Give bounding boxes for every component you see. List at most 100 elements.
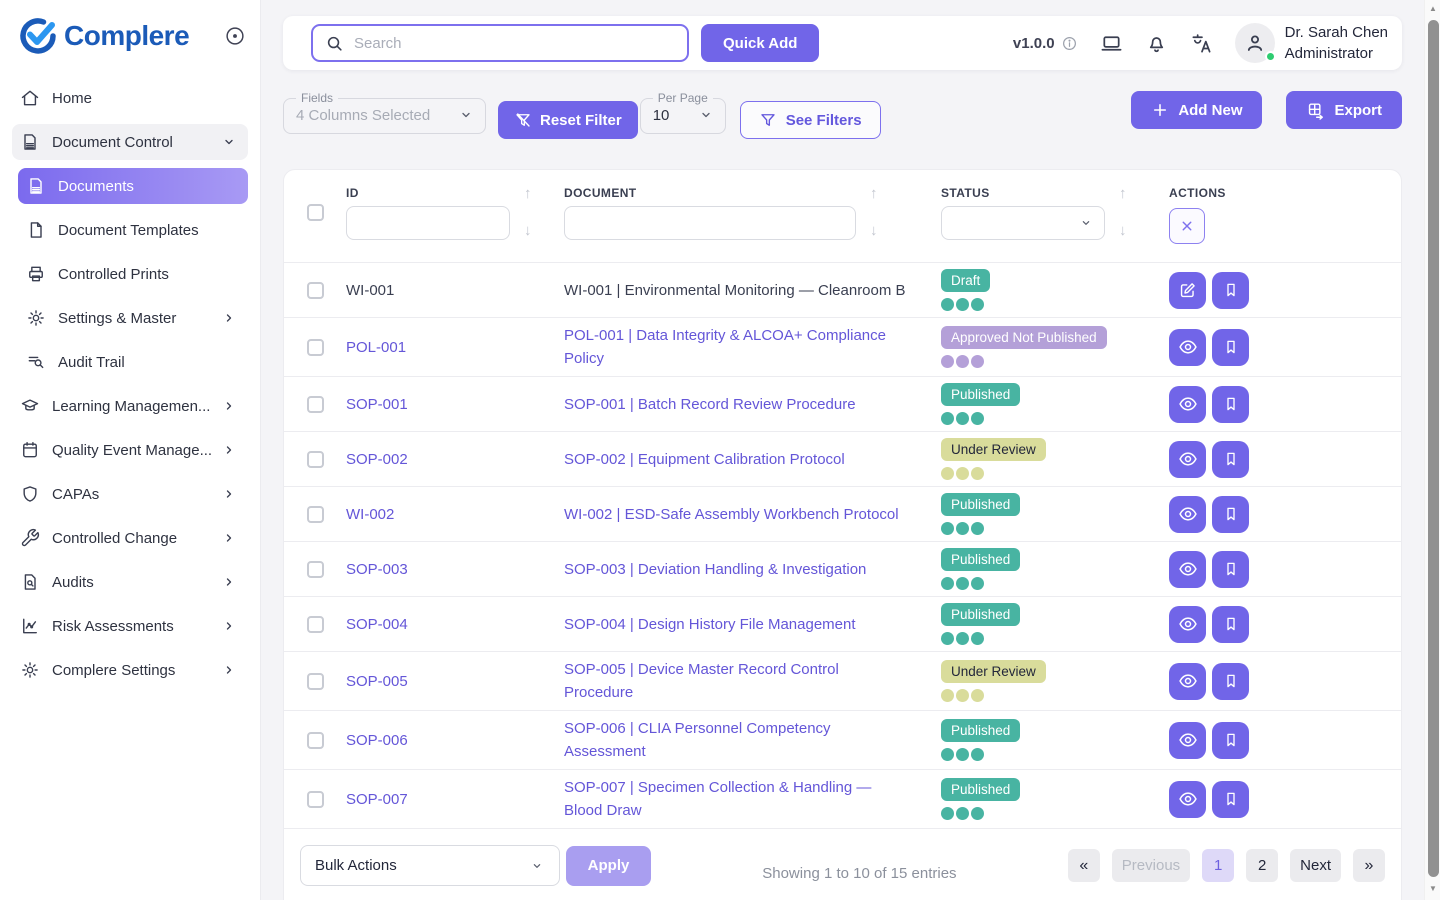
row-document-link[interactable]: SOP-006 | CLIA Personnel Competency Asse…	[564, 720, 831, 760]
sidebar-item-audit-trail[interactable]: Audit Trail	[18, 344, 248, 380]
sort-asc-icon[interactable]: ↑	[870, 185, 878, 202]
row-document-link[interactable]: POL-001 | Data Integrity & ALCOA+ Compli…	[564, 327, 886, 367]
row-document-link[interactable]: SOP-007 | Specimen Collection & Handling…	[564, 779, 872, 819]
sidebar-item-document-templates[interactable]: Document Templates	[18, 212, 248, 248]
document-filter-input[interactable]	[564, 206, 856, 240]
first-page-button[interactable]: «	[1067, 849, 1100, 882]
sidebar-item-quality-event-management[interactable]: Quality Event Manage...	[12, 432, 248, 468]
row-id[interactable]: SOP-003	[346, 560, 408, 578]
row-document-link[interactable]: WI-001 | Environmental Monitoring — Clea…	[564, 281, 906, 299]
row-document-link[interactable]: SOP-003 | Deviation Handling & Investiga…	[564, 560, 867, 578]
row-checkbox[interactable]	[306, 450, 324, 468]
per-page-select[interactable]: Per Page 10	[639, 91, 726, 134]
row-document-link[interactable]: SOP-002 | Equipment Calibration Protocol	[564, 450, 845, 468]
row-id[interactable]: SOP-002	[346, 450, 408, 468]
id-filter-input[interactable]	[346, 206, 510, 240]
sort-asc-icon[interactable]: ↑	[524, 185, 532, 202]
bookmark-button[interactable]	[1212, 550, 1249, 588]
row-checkbox[interactable]	[306, 281, 324, 299]
page-1-button[interactable]: 1	[1202, 849, 1235, 882]
info-icon[interactable]	[1061, 35, 1078, 52]
sidebar-item-capas[interactable]: CAPAs	[12, 476, 248, 512]
bookmark-button[interactable]	[1212, 328, 1249, 366]
quick-add-button[interactable]: Quick Add	[701, 24, 820, 62]
language-translate-icon[interactable]	[1190, 32, 1213, 55]
bookmark-button[interactable]	[1212, 385, 1249, 423]
row-document-link[interactable]: WI-002 | ESD-Safe Assembly Workbench Pro…	[564, 505, 899, 523]
row-action-button[interactable]	[1169, 328, 1206, 366]
row-checkbox[interactable]	[306, 505, 324, 523]
select-all-checkbox[interactable]	[306, 204, 324, 221]
scrollbar-thumb[interactable]	[1427, 20, 1439, 877]
row-checkbox[interactable]	[306, 672, 324, 690]
scrollbar[interactable]: ▲ ▼	[1424, 0, 1440, 900]
avatar[interactable]	[1234, 23, 1276, 63]
row-id[interactable]: SOP-006	[346, 731, 408, 749]
bookmark-button[interactable]	[1212, 780, 1249, 818]
row-checkbox[interactable]	[306, 395, 324, 413]
row-document-link[interactable]: SOP-005 | Device Master Record Control P…	[564, 661, 839, 701]
row-document-link[interactable]: SOP-001 | Batch Record Review Procedure	[564, 395, 856, 413]
row-action-button[interactable]	[1169, 721, 1206, 759]
sidebar-item-audits[interactable]: Audits	[12, 564, 248, 600]
sidebar-toggle-icon[interactable]	[224, 25, 246, 47]
row-action-button[interactable]	[1169, 385, 1206, 423]
export-button[interactable]: Export	[1286, 91, 1402, 129]
row-action-button[interactable]	[1169, 605, 1206, 643]
fields-select[interactable]: Fields 4 Columns Selected	[283, 91, 486, 134]
notifications-bell-icon[interactable]	[1145, 32, 1168, 55]
device-monitor-icon[interactable]	[1100, 32, 1123, 55]
row-id[interactable]: POL-001	[346, 338, 407, 356]
bookmark-button[interactable]	[1212, 440, 1249, 478]
row-id[interactable]: WI-002	[346, 505, 395, 523]
row-action-button[interactable]	[1169, 271, 1206, 309]
sidebar-item-learning-management[interactable]: Learning Managemen...	[12, 388, 248, 424]
scroll-up-arrow-icon[interactable]: ▲	[1429, 4, 1437, 13]
bookmark-button[interactable]	[1212, 271, 1249, 309]
row-id[interactable]: WI-001	[346, 281, 395, 299]
last-page-button[interactable]: »	[1353, 849, 1385, 882]
sidebar-item-document-control[interactable]: Document Control	[12, 124, 248, 160]
row-action-button[interactable]	[1169, 550, 1206, 588]
sidebar-item-risk-assessments[interactable]: Risk Assessments	[12, 608, 248, 644]
sort-asc-icon[interactable]: ↑	[1119, 185, 1127, 202]
page-2-button[interactable]: 2	[1246, 849, 1279, 882]
row-id[interactable]: SOP-005	[346, 672, 408, 690]
search-input[interactable]	[354, 34, 675, 52]
bookmark-button[interactable]	[1212, 721, 1249, 759]
row-checkbox[interactable]	[306, 731, 324, 749]
status-filter-select[interactable]	[941, 206, 1105, 240]
row-checkbox[interactable]	[306, 790, 324, 808]
row-id[interactable]: SOP-004	[346, 615, 408, 633]
row-document-link[interactable]: SOP-004 | Design History File Management	[564, 615, 856, 633]
sidebar-item-complere-settings[interactable]: Complere Settings	[12, 652, 248, 688]
bulk-actions-select[interactable]: Bulk Actions	[300, 845, 560, 886]
clear-filters-button[interactable]	[1169, 208, 1205, 244]
next-page-button[interactable]: Next	[1290, 849, 1341, 882]
row-action-button[interactable]	[1169, 440, 1206, 478]
sidebar-item-controlled-change[interactable]: Controlled Change	[12, 520, 248, 556]
apply-button[interactable]: Apply	[566, 845, 651, 886]
sidebar-item-home[interactable]: Home	[12, 80, 248, 116]
row-checkbox[interactable]	[306, 615, 324, 633]
row-action-button[interactable]	[1169, 495, 1206, 533]
see-filters-button[interactable]: See Filters	[739, 101, 881, 139]
bookmark-button[interactable]	[1212, 495, 1249, 533]
sidebar-item-settings-master[interactable]: Settings & Master	[18, 300, 248, 336]
bookmark-button[interactable]	[1212, 662, 1249, 700]
previous-page-button[interactable]: Previous	[1111, 849, 1191, 882]
user-chip[interactable]: Dr. Sarah Chen Administrator	[1234, 22, 1388, 64]
sort-desc-icon[interactable]: ↓	[524, 222, 532, 239]
row-checkbox[interactable]	[306, 338, 324, 356]
sidebar-item-documents[interactable]: Documents	[18, 168, 248, 204]
row-id[interactable]: SOP-007	[346, 790, 408, 808]
row-checkbox[interactable]	[306, 560, 324, 578]
scroll-down-arrow-icon[interactable]: ▼	[1429, 884, 1437, 893]
row-id[interactable]: SOP-001	[346, 395, 408, 413]
row-action-button[interactable]	[1169, 780, 1206, 818]
sort-desc-icon[interactable]: ↓	[870, 222, 878, 239]
reset-filter-button[interactable]: Reset Filter	[498, 101, 638, 139]
add-new-button[interactable]: Add New	[1131, 91, 1263, 129]
sort-desc-icon[interactable]: ↓	[1119, 222, 1127, 239]
sidebar-item-controlled-prints[interactable]: Controlled Prints	[18, 256, 248, 292]
